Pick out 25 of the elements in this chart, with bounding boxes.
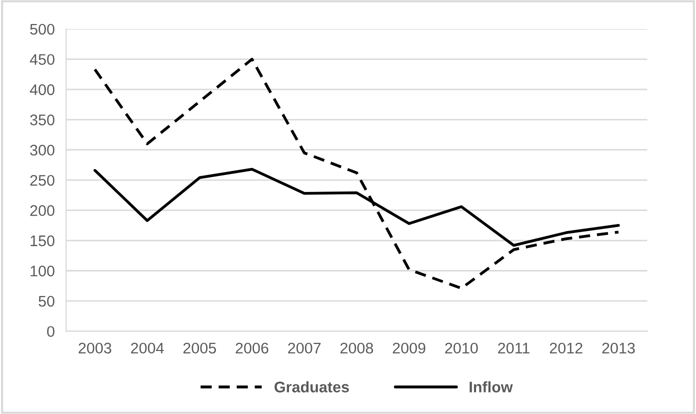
x-tick-label: 2010 (445, 342, 478, 354)
y-tick-label: 0 (47, 326, 54, 337)
y-tick-label: 200 (30, 205, 54, 216)
y-tick-label: 300 (30, 144, 54, 156)
y-tick-label: 400 (30, 84, 54, 96)
x-tick-label: 2013 (602, 342, 635, 354)
y-tick-label: 250 (30, 174, 54, 186)
y-tick-label: 150 (30, 235, 54, 246)
x-tick-label: 2009 (392, 342, 426, 354)
y-tick-label: 350 (30, 114, 54, 126)
y-tick-label: 50 (38, 296, 54, 307)
x-tick-label: 2005 (183, 342, 216, 354)
x-tick-label: 2007 (288, 342, 321, 354)
x-tick-label: 2006 (236, 342, 268, 354)
y-tick-label: 450 (30, 54, 54, 65)
x-tick-label: 2011 (498, 342, 530, 354)
x-tick-label: 2012 (550, 342, 582, 354)
x-tick-label: 2004 (131, 342, 164, 354)
x-tick-label: 2008 (340, 342, 374, 354)
y-tick-label: 500 (30, 24, 54, 35)
legend-label: Inflow (470, 381, 513, 392)
y-tick-label: 100 (30, 266, 54, 276)
legend-label: Graduates (274, 381, 349, 392)
line-series (94, 58, 620, 290)
x-tick-label: 2003 (78, 342, 112, 354)
